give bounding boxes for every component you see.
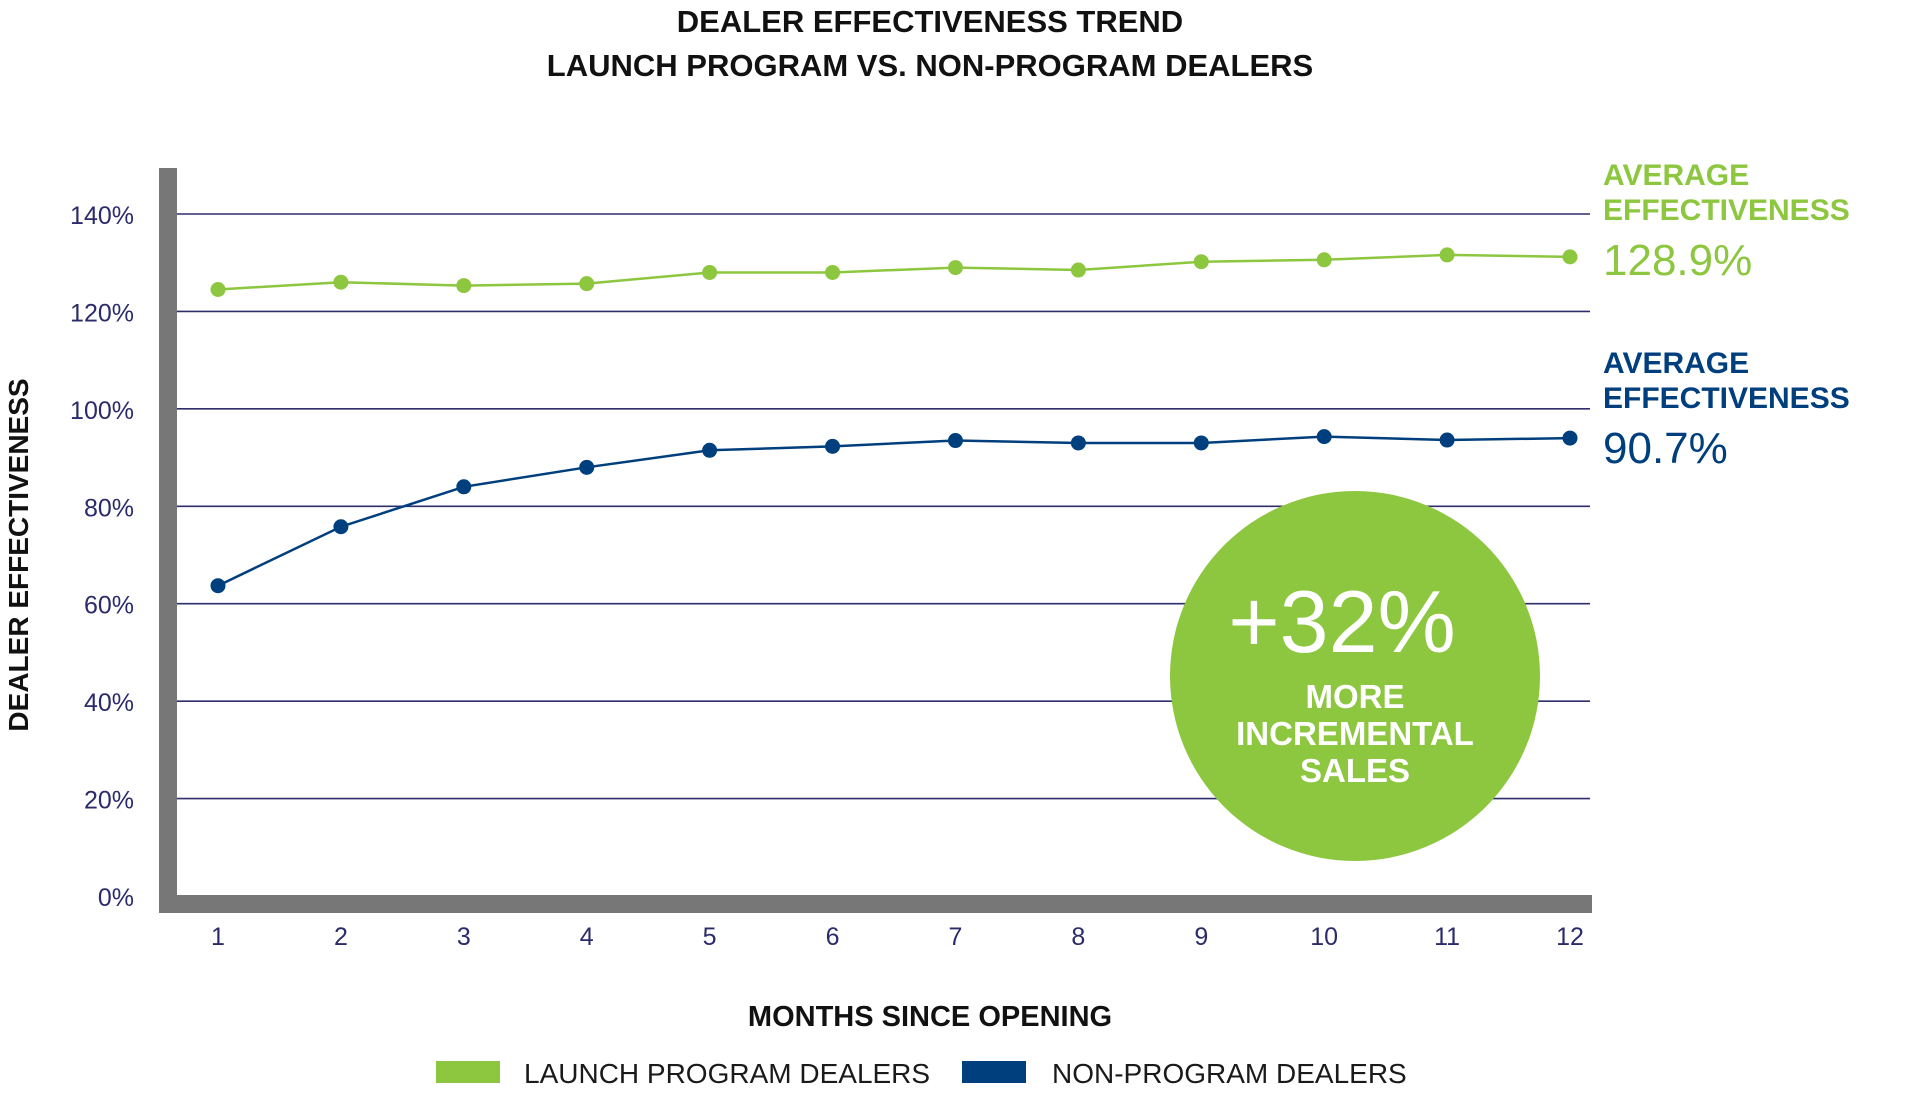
y-axis-label: DEALER EFFECTIVENESS <box>3 378 34 731</box>
annotation-nonprogram-value: 90.7% <box>1603 424 1728 473</box>
series-layer <box>210 247 1578 594</box>
series-1-point <box>1316 429 1332 445</box>
series-0-point <box>1562 249 1578 265</box>
series-0-point <box>1070 262 1086 278</box>
grid-layer <box>176 213 1590 800</box>
series-1-point <box>333 519 349 535</box>
series-1-point <box>1439 432 1455 448</box>
series-0-point <box>1316 252 1332 268</box>
badge-line1: MORE <box>1306 678 1405 715</box>
annotation-launch-average: AVERAGE EFFECTIVENESS 128.9% <box>1603 159 1850 285</box>
legend-swatch-nonprogram <box>962 1061 1026 1083</box>
incremental-sales-badge: +32% MORE INCREMENTAL SALES <box>1170 491 1540 861</box>
series-0-point <box>579 276 595 292</box>
series-1-point <box>1070 435 1086 451</box>
legend-swatch-launch <box>436 1061 500 1083</box>
annotation-nonprogram-line2: EFFECTIVENESS <box>1603 382 1850 415</box>
y-tick-label: 40% <box>84 689 134 717</box>
annotation-launch-value: 128.9% <box>1603 236 1752 285</box>
y-tick-label: 80% <box>84 494 134 522</box>
annotation-nonprogram-average: AVERAGE EFFECTIVENESS 90.7% <box>1603 347 1850 473</box>
y-tick-label: 0% <box>98 884 134 912</box>
badge-value: +32% <box>1228 572 1456 671</box>
chart-title: DEALER EFFECTIVENESS TREND <box>677 4 1183 39</box>
annotation-nonprogram-line1: AVERAGE <box>1603 347 1749 380</box>
legend: LAUNCH PROGRAM DEALERS NON-PROGRAM DEALE… <box>436 1058 1407 1089</box>
badge-line2: INCREMENTAL <box>1236 715 1474 752</box>
series-1-point <box>1193 435 1209 451</box>
series-1-point <box>456 479 472 495</box>
y-tick-label: 60% <box>84 592 134 620</box>
x-tick-labels: 1 2 3 4 5 6 7 8 9 10 11 12 <box>211 923 1584 951</box>
x-tick-label: 6 <box>826 923 840 951</box>
series-1-point <box>947 433 963 449</box>
x-tick-label: 1 <box>211 923 225 951</box>
x-tick-label: 4 <box>580 923 594 951</box>
x-tick-label: 3 <box>457 923 471 951</box>
x-axis-label: MONTHS SINCE OPENING <box>748 1001 1112 1033</box>
y-tick-labels: 0% 20% 40% 60% 80% 100% 120% 140% <box>70 202 134 912</box>
series-0-point <box>456 278 472 294</box>
series-0-point <box>947 260 963 276</box>
series-0-point <box>1193 254 1209 270</box>
x-tick-label: 12 <box>1556 923 1584 951</box>
chart-subtitle: LAUNCH PROGRAM VS. NON-PROGRAM DEALERS <box>547 48 1313 83</box>
series-1-point <box>579 459 595 475</box>
y-tick-label: 120% <box>70 299 134 327</box>
y-tick-label: 100% <box>70 397 134 425</box>
annotation-launch-line1: AVERAGE <box>1603 159 1749 192</box>
y-tick-label: 20% <box>84 787 134 815</box>
x-tick-label: 5 <box>703 923 717 951</box>
x-tick-label: 9 <box>1194 923 1208 951</box>
series-1-point <box>1562 430 1578 446</box>
x-tick-label: 7 <box>949 923 963 951</box>
series-0-point <box>333 274 349 290</box>
series-1-point <box>825 438 841 454</box>
x-tick-label: 8 <box>1071 923 1085 951</box>
axis-layer <box>159 168 1592 913</box>
series-line-0 <box>217 253 1571 291</box>
badge-line3: SALES <box>1300 752 1410 789</box>
series-line-1 <box>217 435 1571 587</box>
series-0-point <box>825 264 841 280</box>
x-tick-label: 11 <box>1434 923 1460 951</box>
x-axis-line <box>159 895 1592 913</box>
y-tick-label: 140% <box>70 202 134 230</box>
x-tick-label: 2 <box>334 923 348 951</box>
series-0-point <box>1439 247 1455 263</box>
badge-circle <box>1170 491 1540 861</box>
y-axis-line <box>159 168 177 913</box>
legend-label-nonprogram: NON-PROGRAM DEALERS <box>1052 1058 1407 1089</box>
legend-label-launch: LAUNCH PROGRAM DEALERS <box>524 1058 930 1089</box>
series-0-point <box>210 282 226 298</box>
series-1-point <box>702 442 718 458</box>
x-tick-label: 10 <box>1310 923 1338 951</box>
annotation-launch-line2: EFFECTIVENESS <box>1603 194 1850 227</box>
series-1-point <box>210 578 226 594</box>
series-0-point <box>702 264 718 280</box>
